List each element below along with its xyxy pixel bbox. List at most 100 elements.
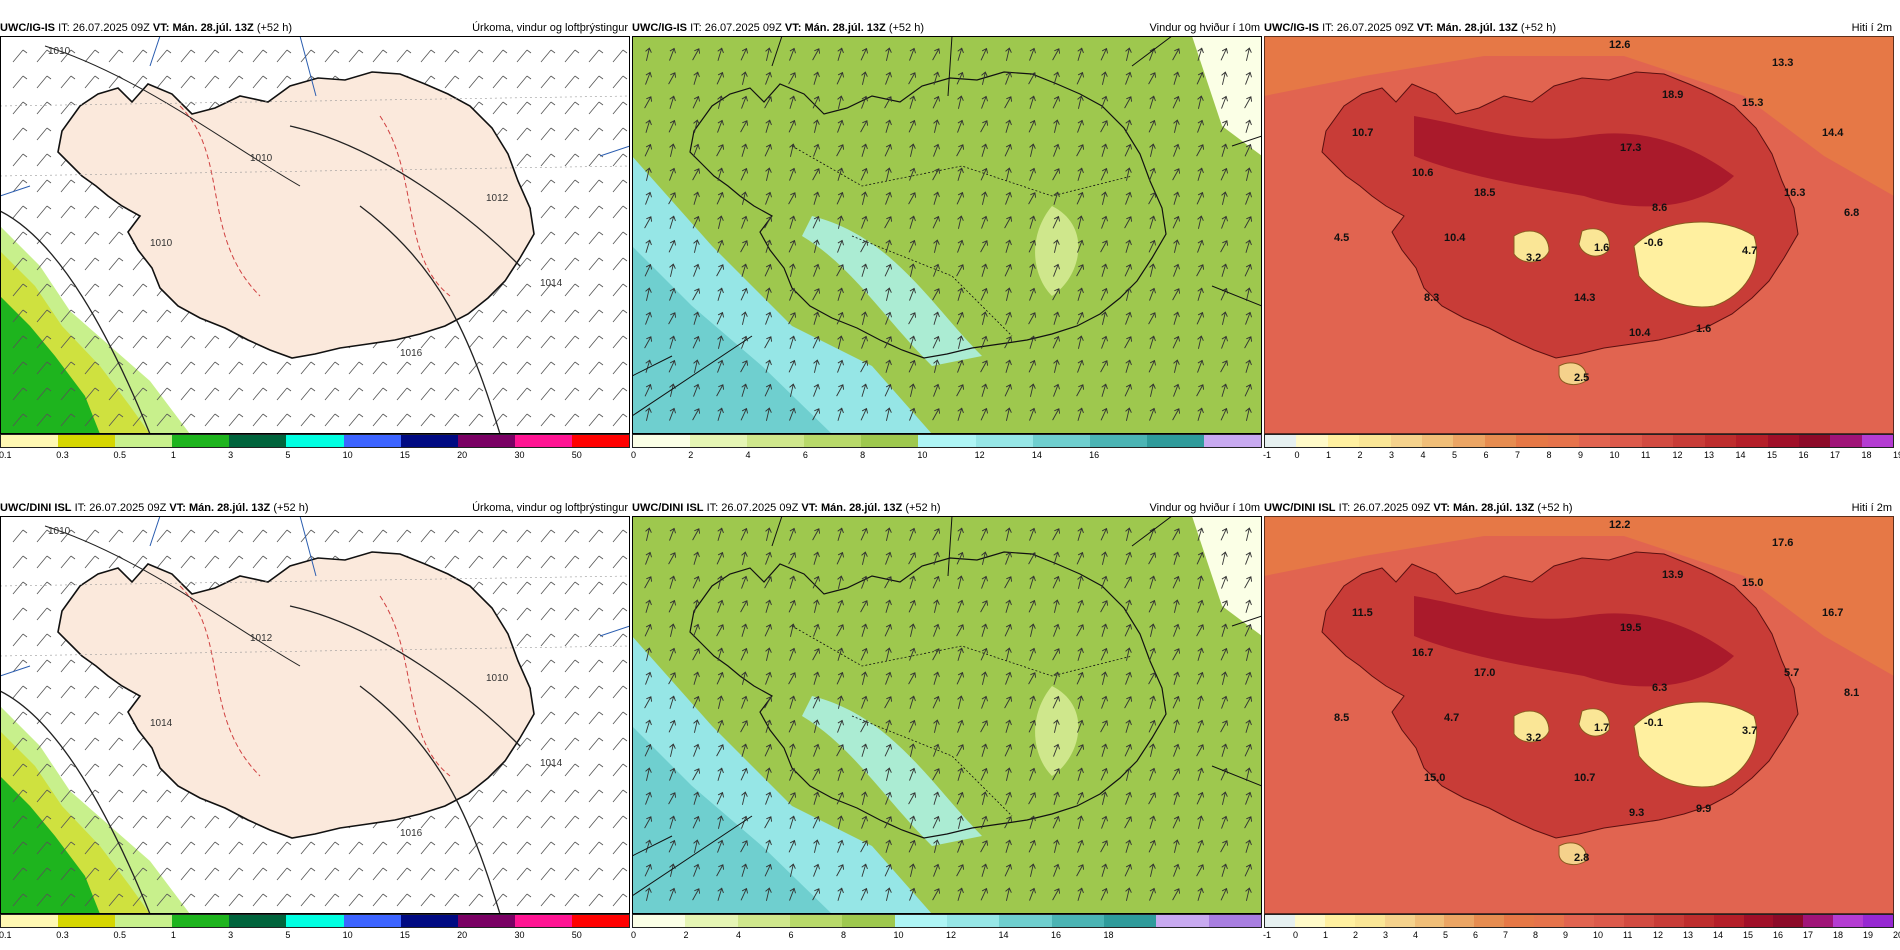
wind-arrow (645, 527, 652, 541)
wind-arrow (837, 719, 844, 733)
wind-arrow (1004, 216, 1013, 229)
wind-arrow (1029, 647, 1036, 661)
colorbar-tick-label: 50 (571, 450, 582, 460)
wind-arrow (1028, 239, 1037, 253)
wind-arrow (789, 863, 796, 877)
wind-barb (108, 257, 124, 271)
temp-value-label: 3.7 (1742, 725, 1757, 737)
wind-arrow (980, 767, 989, 781)
wind-barb (540, 413, 556, 427)
wind-arrow (716, 311, 725, 325)
it-label: IT: (706, 502, 719, 514)
wind-arrow (644, 816, 653, 829)
wind-arrow (693, 551, 700, 565)
wind-arrow (861, 191, 868, 205)
wind-arrow (909, 407, 916, 421)
colorbar-swatch (804, 435, 862, 447)
wind-barb (564, 101, 580, 115)
colorbar-swatch (172, 915, 230, 927)
vt-label: VT: (784, 22, 802, 34)
wind-arrow (909, 863, 916, 877)
wind-barb (60, 529, 76, 543)
wind-arrow (1029, 287, 1036, 301)
wind-barb (492, 75, 508, 89)
graticule (0, 575, 630, 657)
wind-barb (348, 387, 364, 401)
temp-value-label: 5.7 (1784, 667, 1799, 679)
wind-arrow (933, 359, 940, 373)
wind-barb (84, 257, 100, 271)
colorbar-tick-label: 8 (1546, 450, 1552, 460)
map-area[interactable]: 1010 1010 1012 1014 1016 1010 (0, 36, 630, 434)
wind-barb (540, 179, 556, 193)
wind-arrow (1149, 383, 1156, 397)
wind-barb (468, 361, 484, 375)
wind-arrow (1172, 215, 1181, 229)
wind-arrow (1029, 695, 1036, 709)
wind-arrow (741, 263, 748, 277)
colorbar (632, 914, 1262, 928)
map-area[interactable] (632, 516, 1262, 914)
wind-arrow (1221, 335, 1228, 349)
wind-arrow (1053, 383, 1060, 397)
wind-arrow (884, 863, 893, 877)
wind-arrow (1125, 647, 1132, 661)
wind-barb (420, 361, 436, 375)
temp-value-label: 16.7 (1822, 607, 1843, 619)
wind-arrow (692, 695, 701, 709)
wind-barb (228, 49, 244, 63)
wind-arrow (1244, 263, 1253, 277)
map-area[interactable]: 12.6 13.3 15.3 10.7 18.9 14.4 10.6 17.3 18.5 16.3… (1264, 36, 1894, 434)
wind-arrow (1172, 528, 1181, 541)
wind-arrow (813, 863, 820, 877)
wind-arrow (981, 95, 988, 109)
wind-arrow (813, 311, 820, 325)
wind-arrow (1124, 696, 1133, 709)
vt-value: Mán. 28.júl. 13Z (172, 22, 254, 34)
wind-arrow (741, 623, 748, 637)
wind-barb (204, 893, 220, 907)
temp-contour (379, 595, 451, 777)
wind-arrow (837, 599, 844, 613)
wind-arrow (1053, 239, 1060, 253)
wind-barb (60, 387, 76, 401)
wind-arrow (812, 528, 821, 541)
wind-barb (324, 529, 340, 543)
wind-arrow (1005, 527, 1012, 541)
wind-arrow (693, 119, 700, 133)
wind-arrow (1004, 383, 1013, 397)
wind-barb (516, 75, 532, 89)
colorbar-tick-label: 9 (1578, 450, 1584, 460)
wind-barb (588, 659, 604, 673)
wind-barb (12, 555, 28, 569)
wind-arrow (1053, 839, 1060, 853)
wind-arrow (717, 575, 724, 589)
wind-barb (516, 815, 532, 829)
wind-arrow (957, 47, 964, 61)
wind-arrow (1124, 263, 1133, 277)
wind-arrow (908, 552, 917, 565)
colorbar-tick-label: 10 (1609, 450, 1620, 460)
wind-arrow (980, 167, 989, 181)
wind-arrow (693, 791, 700, 805)
map-area[interactable] (632, 36, 1262, 434)
wind-barb (276, 529, 292, 543)
wind-arrow (1245, 791, 1252, 805)
wind-arrow (1149, 287, 1156, 301)
wind-barb (612, 387, 628, 401)
colorbar-swatch (286, 915, 344, 927)
wind-arrow (717, 215, 724, 229)
wind-arrow (1173, 311, 1180, 325)
wind-arrow (669, 335, 676, 349)
wind-arrow (884, 96, 893, 109)
wind-arrow (644, 623, 653, 637)
map-area[interactable]: 12.2 17.6 15.0 11.5 13.9 16.7 16.7 19.5 17.0 5.7 6… (1264, 516, 1894, 914)
wind-arrow (1077, 47, 1084, 61)
map-area[interactable]: 1010 1012 1010 1014 1016 1014 (0, 516, 630, 914)
wind-arrow (740, 287, 749, 301)
wind-arrow (717, 815, 724, 829)
colorbar-swatch (1265, 435, 1297, 447)
wind-arrow (956, 191, 965, 205)
wind-arrow (1148, 239, 1157, 253)
wind-barb (516, 101, 532, 115)
